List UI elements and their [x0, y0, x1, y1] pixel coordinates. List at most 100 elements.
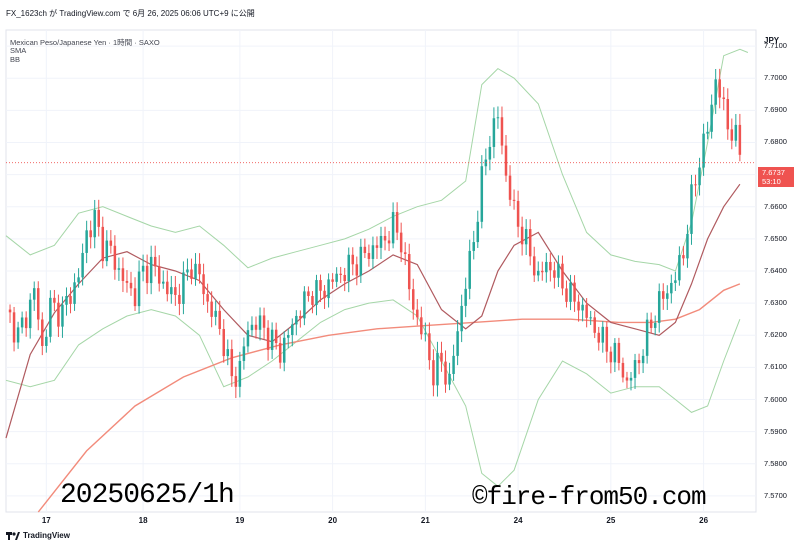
candle-body	[222, 328, 225, 357]
candle-body	[480, 166, 484, 222]
candle-body	[319, 280, 322, 291]
candle-body	[339, 273, 342, 275]
candle-body	[230, 349, 234, 377]
tradingview-logo[interactable]: TradingView	[6, 531, 70, 540]
candle-body	[395, 212, 399, 233]
candle-body	[520, 226, 524, 245]
time-tick-label: 19	[235, 516, 245, 525]
candle-body	[714, 79, 717, 105]
currency-label[interactable]: JPY	[764, 36, 780, 45]
candle-body	[545, 261, 548, 273]
time-tick-label: 20	[328, 516, 338, 525]
candle-body	[343, 274, 346, 282]
candle-body	[734, 124, 738, 141]
last-price-value: 7.6737	[762, 168, 785, 177]
candle-body	[561, 263, 564, 289]
candle-body	[351, 254, 355, 265]
candle-body	[137, 271, 141, 307]
price-tick-label: 7.6500	[764, 233, 787, 243]
candle-body	[416, 309, 419, 318]
price-tick-label: 7.6400	[764, 266, 787, 275]
candle-body	[28, 299, 32, 329]
price-tick-label: 7.6900	[764, 105, 787, 115]
time-tick-label: 17	[41, 516, 51, 525]
candle-body	[730, 129, 734, 141]
candle-body	[609, 351, 613, 363]
price-tick-label: 7.6100	[764, 362, 787, 372]
candle-body	[65, 296, 68, 305]
candle-body	[246, 330, 250, 347]
candle-body	[379, 235, 383, 248]
indicator-bb-label[interactable]: BB	[10, 55, 21, 64]
candle-body	[484, 159, 488, 167]
candle-body	[633, 360, 637, 378]
candle-body	[202, 274, 205, 295]
candle-body	[698, 167, 701, 186]
candle-body	[210, 301, 213, 317]
candle-body	[85, 230, 88, 253]
candle-body	[500, 117, 504, 146]
publish-info: FX_1623ch が TradingView.com で 6月 26, 202…	[6, 9, 255, 18]
candle-body	[73, 282, 76, 304]
last-price-tag: 7.6737 53:10	[758, 167, 794, 187]
candle-body	[549, 261, 552, 271]
price-tick-label: 7.6600	[764, 201, 787, 211]
candle-body	[452, 355, 455, 374]
candle-body	[605, 326, 609, 352]
candle-body	[424, 333, 427, 335]
candle-body	[303, 291, 306, 319]
candle-body	[367, 253, 371, 259]
candle-body	[198, 263, 201, 275]
candle-body	[93, 209, 96, 238]
bar-countdown: 53:10	[762, 177, 781, 186]
candle-body	[287, 335, 290, 338]
candle-body	[57, 302, 60, 327]
candle-body	[270, 329, 274, 350]
candle-body	[174, 287, 177, 295]
candle-body	[524, 229, 528, 245]
candle-body	[678, 255, 681, 281]
candle-body	[432, 360, 435, 386]
candle-body	[391, 212, 395, 244]
candle-body	[153, 256, 157, 267]
candle-body	[77, 277, 80, 283]
time-tick-label: 26	[699, 516, 709, 525]
tradingview-logo-text: TradingView	[23, 531, 70, 540]
indicator-sma-label[interactable]: SMA	[10, 46, 27, 55]
candle-body	[16, 327, 20, 343]
candle-body	[335, 273, 338, 282]
candle-body	[291, 324, 294, 336]
candle-body	[194, 263, 197, 279]
candle-body	[597, 332, 600, 343]
time-tick-label: 25	[606, 516, 616, 525]
candle-body	[694, 184, 697, 186]
candle-body	[528, 229, 532, 257]
candle-body	[311, 296, 314, 305]
candle-body	[323, 290, 326, 299]
candle-body	[262, 315, 266, 328]
candle-body	[371, 245, 375, 259]
candle-body	[492, 118, 496, 147]
candle-body	[589, 317, 592, 319]
candle-body	[710, 104, 713, 132]
candle-body	[266, 327, 270, 350]
candle-body	[440, 352, 443, 362]
candle-body	[645, 319, 649, 356]
candle-body	[649, 319, 653, 328]
candle-body	[133, 288, 137, 307]
watermark-date: 20250625/1h	[60, 480, 235, 511]
candle-body	[653, 322, 657, 328]
candle-body	[170, 287, 173, 295]
candle-body	[81, 252, 84, 278]
candle-body	[472, 242, 475, 251]
candle-body	[129, 282, 133, 289]
candle-body	[581, 304, 584, 311]
candle-body	[331, 279, 334, 282]
candle-body	[97, 209, 100, 227]
price-tick-label: 7.5700	[764, 490, 787, 500]
candle-body	[557, 263, 560, 278]
candle-body	[355, 264, 359, 276]
candle-body	[105, 240, 109, 262]
